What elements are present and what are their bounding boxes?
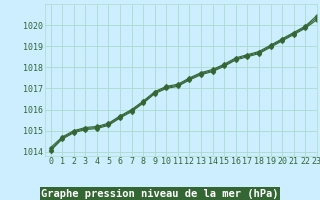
Text: Graphe pression niveau de la mer (hPa): Graphe pression niveau de la mer (hPa) — [41, 189, 279, 199]
